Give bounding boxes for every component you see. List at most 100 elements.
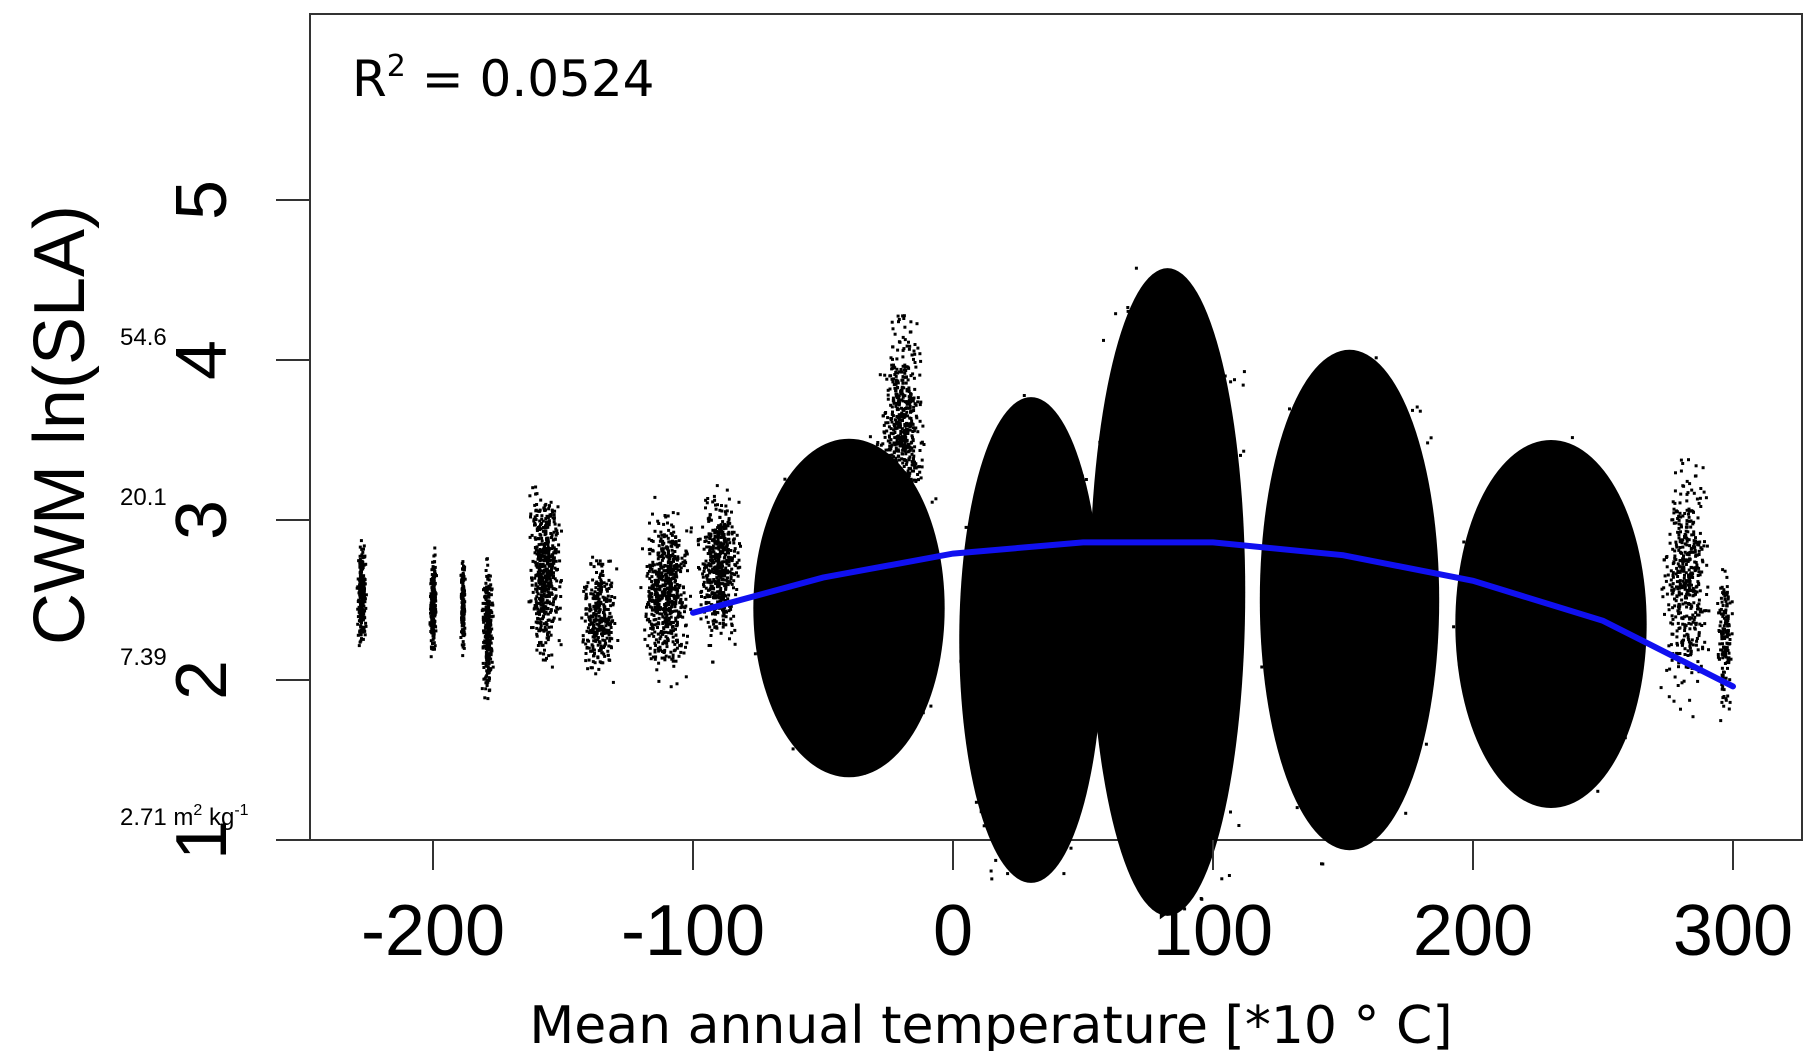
data-point: [901, 364, 905, 368]
data-point: [891, 345, 895, 349]
data-point: [711, 544, 715, 548]
data-point: [712, 587, 716, 591]
data-point: [544, 628, 548, 632]
data-point: [894, 389, 898, 393]
data-point: [730, 631, 734, 635]
data-point: [647, 590, 651, 593]
data-point: [539, 498, 543, 502]
data-point: [596, 600, 600, 604]
data-point: [848, 651, 852, 655]
data-point: [864, 578, 868, 582]
data-point: [862, 675, 866, 679]
data-point: [903, 424, 907, 428]
data-point: [885, 464, 889, 468]
data-point: [849, 500, 853, 504]
data-point: [1028, 580, 1032, 584]
data-point: [658, 612, 662, 616]
data-point: [359, 568, 363, 572]
data-point: [704, 498, 708, 502]
data-point: [430, 647, 434, 651]
data-point: [716, 556, 720, 560]
data-point: [736, 551, 740, 555]
data-point: [710, 569, 714, 573]
data-point: [921, 424, 925, 428]
data-point: [704, 586, 708, 590]
data-point: [1057, 626, 1061, 630]
data-point: [889, 356, 893, 360]
data-point: [536, 570, 540, 574]
data-point: [648, 552, 652, 556]
data-point: [916, 496, 920, 500]
data-point: [1056, 549, 1060, 553]
data-point: [794, 629, 798, 633]
data-point: [1046, 750, 1050, 753]
data-point: [487, 625, 491, 629]
data-point: [664, 625, 668, 629]
data-point: [540, 536, 544, 540]
data-point: [543, 558, 547, 562]
data-point: [659, 577, 663, 581]
data-point: [713, 579, 717, 583]
data-point: [848, 593, 852, 596]
data-point: [878, 596, 882, 600]
data-point: [650, 539, 654, 542]
data-point: [603, 596, 607, 600]
data-point: [1022, 732, 1026, 736]
data-point: [879, 582, 883, 586]
data-point: [846, 520, 850, 524]
data-point: [1022, 653, 1026, 656]
data-point: [883, 435, 887, 439]
data-point: [725, 543, 729, 547]
data-point: [603, 642, 607, 646]
data-point: [882, 693, 886, 697]
data-point: [902, 429, 906, 433]
data-point: [883, 412, 887, 415]
data-point: [362, 589, 366, 593]
data-point: [598, 559, 602, 563]
data-point: [360, 637, 363, 641]
data-point: [903, 528, 907, 532]
data-point: [1043, 629, 1047, 633]
data-point: [1020, 535, 1024, 539]
data-point: [854, 688, 858, 692]
data-point: [610, 620, 614, 624]
data-point: [846, 691, 850, 695]
data-point: [889, 473, 893, 477]
data-point: [658, 588, 662, 592]
data-point: [554, 527, 558, 531]
data-point: [552, 517, 556, 521]
data-point: [891, 475, 895, 479]
data-point: [912, 511, 916, 515]
data-point: [1050, 587, 1054, 591]
data-point: [906, 378, 910, 382]
data-point: [430, 573, 434, 577]
data-point: [907, 637, 911, 641]
data-point: [730, 510, 733, 514]
data-point: [911, 640, 915, 644]
data-point: [825, 726, 828, 729]
data-point: [902, 458, 906, 461]
data-point: [874, 546, 878, 550]
data-point: [529, 512, 533, 516]
data-point: [907, 449, 911, 453]
data-point: [719, 565, 723, 569]
data-point: [922, 443, 926, 446]
data-point: [890, 701, 894, 705]
data-point: [912, 429, 916, 433]
data-point: [892, 422, 896, 426]
data-point: [918, 449, 922, 452]
data-point: [538, 575, 542, 579]
data-point: [867, 623, 871, 627]
data-point: [601, 661, 605, 665]
data-point: [1020, 612, 1024, 616]
data-point: [888, 548, 892, 552]
data-point: [721, 546, 725, 550]
data-point: [533, 536, 537, 540]
data-point: [358, 558, 362, 561]
data-point: [648, 619, 652, 623]
data-point: [485, 679, 489, 682]
data-point: [608, 559, 612, 563]
data-point: [800, 570, 804, 574]
data-point: [1052, 641, 1056, 645]
data-point: [894, 566, 898, 570]
